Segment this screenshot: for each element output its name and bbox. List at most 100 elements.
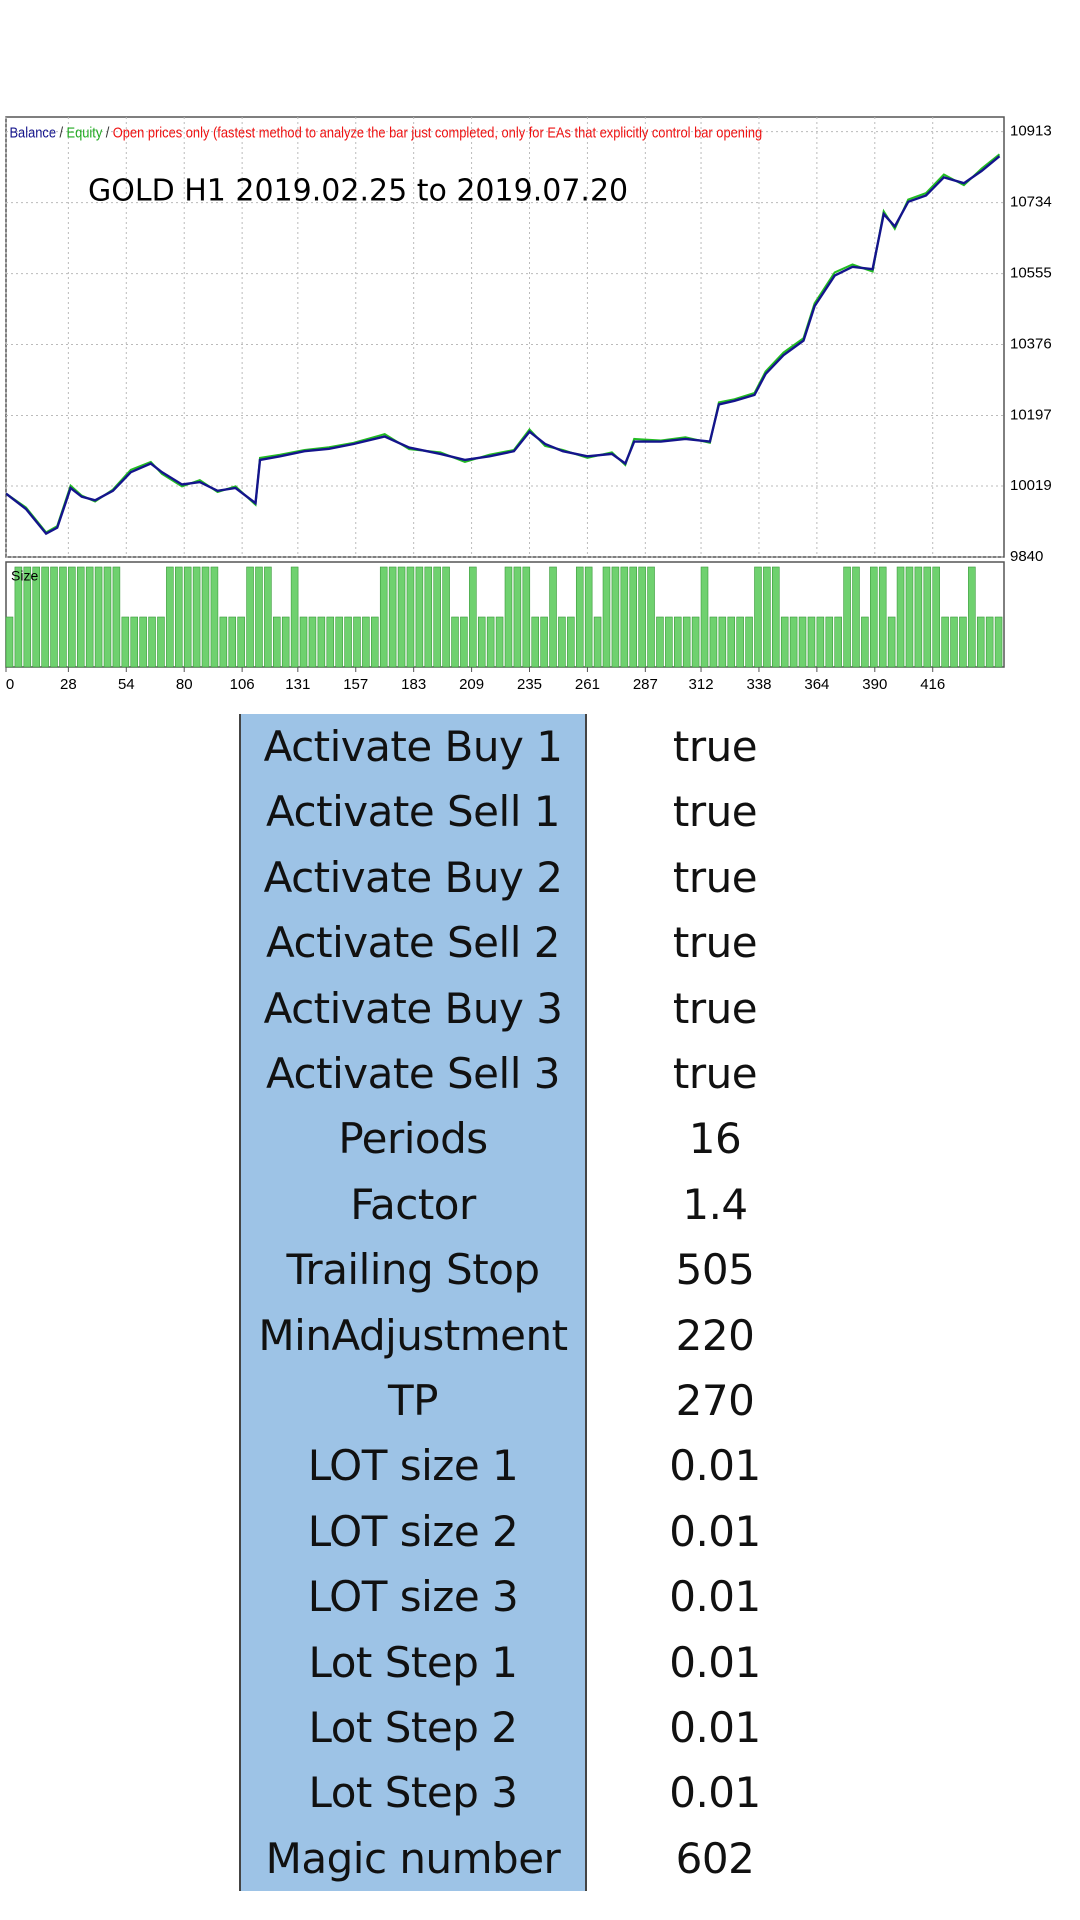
parameter-name: Factor: [239, 1171, 587, 1238]
size-bar: [718, 616, 727, 668]
y-tick-label: 10913: [1010, 123, 1052, 140]
size-bar: [763, 566, 771, 668]
size-bar: [317, 616, 326, 668]
size-bar: [41, 566, 49, 668]
chart: Balance / Equity / Open prices only (fastest…: [5, 116, 1052, 693]
size-bar: [335, 616, 343, 668]
size-bar: [406, 566, 415, 668]
parameter-name: Lot Step 1: [239, 1629, 587, 1695]
parameter-value: 0.01: [669, 1441, 761, 1491]
table-row: Lot Step 3 0.01: [0, 1760, 1080, 1826]
size-bar: [772, 566, 780, 668]
size-bar: [201, 566, 210, 668]
parameter-name: Periods: [239, 1106, 587, 1172]
size-bar: [513, 566, 522, 668]
table-row: TP 270: [0, 1368, 1080, 1434]
x-tick-label: 209: [459, 676, 484, 693]
size-bar: [674, 616, 682, 668]
size-bar: [985, 616, 994, 668]
size-bar: [558, 616, 566, 668]
size-bar: [754, 566, 762, 668]
size-bar: [281, 616, 290, 668]
size-bar: [219, 616, 228, 668]
size-bar: [50, 566, 58, 668]
x-tick-label: 0: [6, 676, 14, 693]
size-bar: [914, 566, 923, 668]
size-bar: [656, 616, 664, 668]
size-bar: [870, 566, 878, 668]
size-bar: [531, 616, 539, 668]
size-bar: [442, 566, 450, 668]
size-bar: [629, 566, 638, 668]
size-bar: [584, 566, 593, 668]
plot-frame: [5, 116, 1005, 558]
size-bar: [736, 616, 744, 668]
size-bar: [486, 616, 495, 668]
size-bar: [522, 566, 531, 668]
size-bar: [371, 616, 379, 668]
legend-separator: /: [106, 123, 110, 140]
size-bar: [549, 566, 557, 668]
parameter-name: Trailing Stop: [239, 1237, 587, 1303]
size-bar: [495, 616, 504, 668]
table-row: LOT size 3 0.01: [0, 1564, 1080, 1630]
size-bar: [700, 566, 709, 668]
size-bar: [157, 616, 165, 668]
table-row: Lot Step 1 0.01: [0, 1629, 1080, 1695]
size-bar: [994, 616, 1003, 668]
size-bar: [451, 616, 459, 668]
size-bar: [602, 566, 611, 668]
x-tick-label: 287: [633, 676, 658, 693]
size-bar: [246, 566, 254, 668]
table-row: LOT size 1 0.01: [0, 1433, 1080, 1499]
legend-mode: Open prices only (fastest method to anal…: [113, 123, 762, 140]
annotation: GOLD H1 2019.02.25 to 2019.07.20: [88, 174, 628, 209]
size-bar: [148, 616, 156, 668]
size-bar: [273, 616, 281, 668]
parameter-value: true: [672, 852, 758, 902]
size-bar: [540, 616, 548, 668]
size-bar: [353, 616, 361, 668]
x-tick-label: 28: [60, 676, 77, 693]
size-bar: [14, 566, 23, 668]
size-bar: [415, 566, 424, 668]
size-bar: [433, 566, 441, 668]
size-bar: [941, 616, 949, 668]
size-bar: [959, 616, 967, 668]
size-bar: [397, 566, 406, 668]
x-tick-label: 364: [804, 676, 829, 693]
size-title: Size: [11, 568, 38, 584]
size-bar: [825, 616, 834, 668]
x-tick-label: 235: [517, 676, 542, 693]
size-bar: [362, 616, 370, 668]
parameter-value: 270: [675, 1376, 755, 1425]
parameter-name: Magic number: [239, 1825, 587, 1892]
y-tick-label: 10734: [1010, 194, 1052, 211]
size-bar: [379, 566, 388, 668]
size-bar: [103, 566, 112, 668]
size-bar: [469, 566, 477, 668]
table-row: Activate Sell 1 true: [0, 779, 1080, 845]
x-tick-label: 183: [401, 676, 426, 693]
parameter-name: Activate Buy 1: [239, 714, 587, 780]
size-bar: [504, 566, 513, 668]
size-bar: [5, 616, 14, 668]
size-bar: [121, 616, 130, 668]
x-tick-label: 157: [343, 676, 368, 693]
x-tick-label: 80: [176, 676, 193, 693]
parameter-value: 1.4: [682, 1179, 748, 1229]
table-row: Activate Sell 3 true: [0, 1041, 1080, 1107]
parameter-value: 0.01: [669, 1637, 761, 1687]
size-bar: [308, 616, 317, 668]
table-row: MinAdjustment 220: [0, 1302, 1080, 1368]
parameter-value: true: [672, 918, 758, 968]
size-bar: [76, 566, 85, 668]
parameter-name: LOT size 2: [239, 1498, 587, 1565]
y-tick-label: 10019: [1010, 477, 1052, 494]
size-bar: [852, 566, 860, 668]
size-bar: [290, 566, 299, 668]
size-bar: [665, 616, 673, 668]
x-tick-label: 390: [862, 676, 887, 693]
size-bar: [816, 616, 825, 668]
parameter-name: Lot Step 2: [239, 1695, 587, 1761]
